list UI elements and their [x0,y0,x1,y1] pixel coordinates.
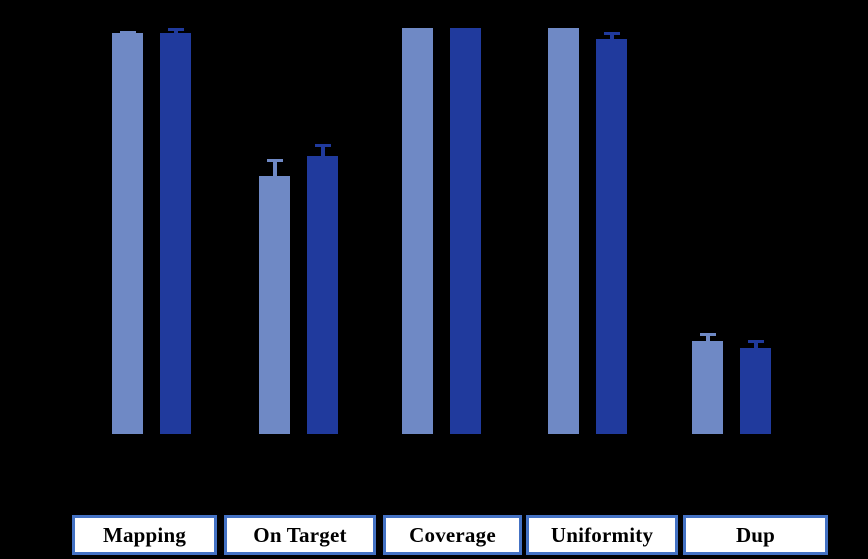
plot-area [112,28,771,434]
bar-on-target-s1 [259,176,290,434]
category-label: Mapping [102,522,187,547]
bar-coverage-s2 [450,28,481,434]
error-bar-cap-on-target-s1 [266,159,283,162]
error-bar-cap-uniformity-s2 [603,32,620,35]
error-bar-cap-mapping-s1 [119,31,136,34]
category-box-on-target: On Target [224,515,376,555]
error-bar-stem-on-target-s2 [320,144,325,156]
category-label: Uniformity [550,522,654,547]
error-bar-cap-dup-s2 [747,340,764,343]
bar-dup-s1 [692,341,723,434]
error-bar-stem-on-target-s1 [272,159,277,176]
bar-mapping-s1 [112,33,143,434]
category-label: On Target [253,522,347,547]
category-label: Coverage [409,522,496,547]
category-box-dup: Dup [683,515,828,555]
error-bar-cap-mapping-s2 [167,28,184,31]
error-bar-stem-uniformity-s2 [609,32,614,39]
category-box-uniformity: Uniformity [526,515,678,555]
error-bar-stem-dup-s1 [705,333,710,341]
error-bar-cap-on-target-s2 [314,144,331,147]
bar-uniformity-s1 [548,28,579,434]
error-bar-stem-dup-s2 [753,340,758,348]
bar-dup-s2 [740,348,771,434]
bar-on-target-s2 [307,156,338,434]
category-box-coverage: Coverage [383,515,522,555]
error-bar-cap-dup-s1 [699,333,716,336]
category-label: Dup [735,522,776,547]
bar-uniformity-s2 [596,39,627,434]
bar-mapping-s2 [160,33,191,434]
category-box-mapping: Mapping [72,515,217,555]
bar-coverage-s1 [402,28,433,434]
